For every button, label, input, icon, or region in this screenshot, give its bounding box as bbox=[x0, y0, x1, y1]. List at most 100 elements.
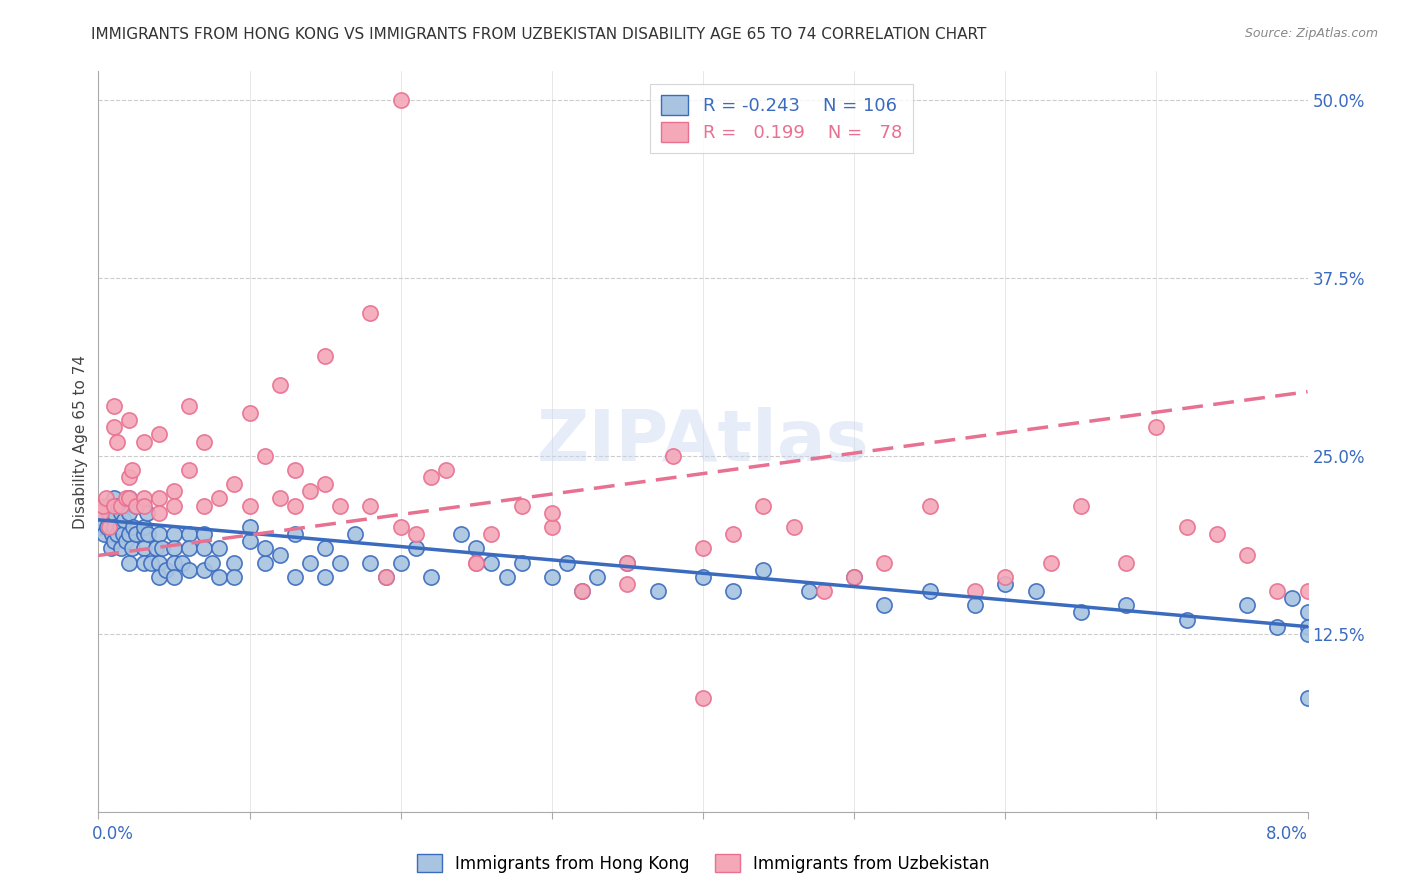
Point bbox=[965, 584, 987, 599]
Point bbox=[965, 599, 987, 613]
Point bbox=[1267, 619, 1289, 633]
Point bbox=[103, 491, 125, 506]
Point bbox=[873, 556, 896, 570]
Point bbox=[94, 491, 117, 506]
Point bbox=[107, 499, 129, 513]
Point bbox=[103, 420, 125, 434]
Point bbox=[193, 527, 215, 541]
Point bbox=[118, 470, 141, 484]
Legend: Immigrants from Hong Kong, Immigrants from Uzbekistan: Immigrants from Hong Kong, Immigrants fr… bbox=[411, 847, 995, 880]
Point bbox=[103, 499, 125, 513]
Point bbox=[284, 463, 307, 477]
Point bbox=[1236, 599, 1258, 613]
Point bbox=[112, 513, 135, 527]
Point bbox=[661, 449, 683, 463]
Point bbox=[450, 527, 472, 541]
Point bbox=[132, 499, 155, 513]
Point bbox=[148, 491, 170, 506]
Point bbox=[571, 584, 593, 599]
Point bbox=[163, 556, 186, 570]
Point bbox=[179, 399, 201, 413]
Point bbox=[1296, 619, 1319, 633]
Point bbox=[148, 527, 170, 541]
Point bbox=[224, 570, 246, 584]
Point bbox=[118, 413, 141, 427]
Point bbox=[145, 541, 167, 556]
Point bbox=[405, 541, 427, 556]
Point bbox=[201, 556, 224, 570]
Text: Source: ZipAtlas.com: Source: ZipAtlas.com bbox=[1244, 27, 1378, 40]
Point bbox=[692, 570, 714, 584]
Point bbox=[723, 527, 745, 541]
Point bbox=[114, 491, 136, 506]
Point bbox=[555, 556, 578, 570]
Point bbox=[239, 499, 262, 513]
Point bbox=[540, 520, 562, 534]
Point bbox=[132, 434, 155, 449]
Point bbox=[873, 599, 896, 613]
Point bbox=[1025, 584, 1047, 599]
Point bbox=[100, 541, 122, 556]
Point bbox=[111, 527, 134, 541]
Point bbox=[269, 491, 291, 506]
Point bbox=[420, 470, 443, 484]
Point bbox=[208, 570, 231, 584]
Point bbox=[253, 449, 276, 463]
Point bbox=[224, 556, 246, 570]
Point bbox=[540, 570, 562, 584]
Point bbox=[118, 527, 141, 541]
Point bbox=[103, 399, 125, 413]
Point bbox=[389, 520, 412, 534]
Point bbox=[918, 584, 941, 599]
Point bbox=[103, 506, 125, 520]
Point bbox=[1267, 584, 1289, 599]
Point bbox=[135, 506, 157, 520]
Point bbox=[813, 584, 835, 599]
Point bbox=[269, 377, 291, 392]
Point bbox=[239, 406, 262, 420]
Point bbox=[91, 499, 114, 513]
Point bbox=[239, 520, 262, 534]
Point bbox=[1296, 606, 1319, 620]
Point bbox=[90, 520, 112, 534]
Point bbox=[98, 520, 121, 534]
Text: IMMIGRANTS FROM HONG KONG VS IMMIGRANTS FROM UZBEKISTAN DISABILITY AGE 65 TO 74 : IMMIGRANTS FROM HONG KONG VS IMMIGRANTS … bbox=[91, 27, 987, 42]
Point bbox=[179, 541, 201, 556]
Point bbox=[299, 556, 322, 570]
Point bbox=[1296, 626, 1319, 640]
Point bbox=[122, 520, 145, 534]
Point bbox=[163, 499, 186, 513]
Point bbox=[193, 499, 215, 513]
Point bbox=[465, 556, 488, 570]
Point bbox=[148, 570, 170, 584]
Point bbox=[179, 527, 201, 541]
Point bbox=[918, 499, 941, 513]
Point bbox=[284, 527, 307, 541]
Point bbox=[114, 534, 136, 549]
Text: 8.0%: 8.0% bbox=[1265, 825, 1308, 843]
Point bbox=[783, 520, 806, 534]
Point bbox=[284, 570, 307, 584]
Point bbox=[495, 570, 517, 584]
Point bbox=[284, 499, 307, 513]
Point bbox=[1070, 606, 1092, 620]
Point bbox=[586, 570, 609, 584]
Point bbox=[510, 499, 533, 513]
Point bbox=[844, 570, 866, 584]
Point bbox=[208, 491, 231, 506]
Point bbox=[90, 506, 112, 520]
Point bbox=[148, 427, 170, 442]
Point bbox=[465, 556, 488, 570]
Point bbox=[1070, 499, 1092, 513]
Point bbox=[329, 499, 352, 513]
Point bbox=[93, 527, 115, 541]
Point bbox=[132, 527, 155, 541]
Point bbox=[1296, 690, 1319, 705]
Point bbox=[94, 499, 117, 513]
Point bbox=[616, 556, 638, 570]
Point bbox=[616, 556, 638, 570]
Point bbox=[141, 556, 163, 570]
Point bbox=[118, 556, 141, 570]
Point bbox=[132, 491, 155, 506]
Point bbox=[110, 541, 132, 556]
